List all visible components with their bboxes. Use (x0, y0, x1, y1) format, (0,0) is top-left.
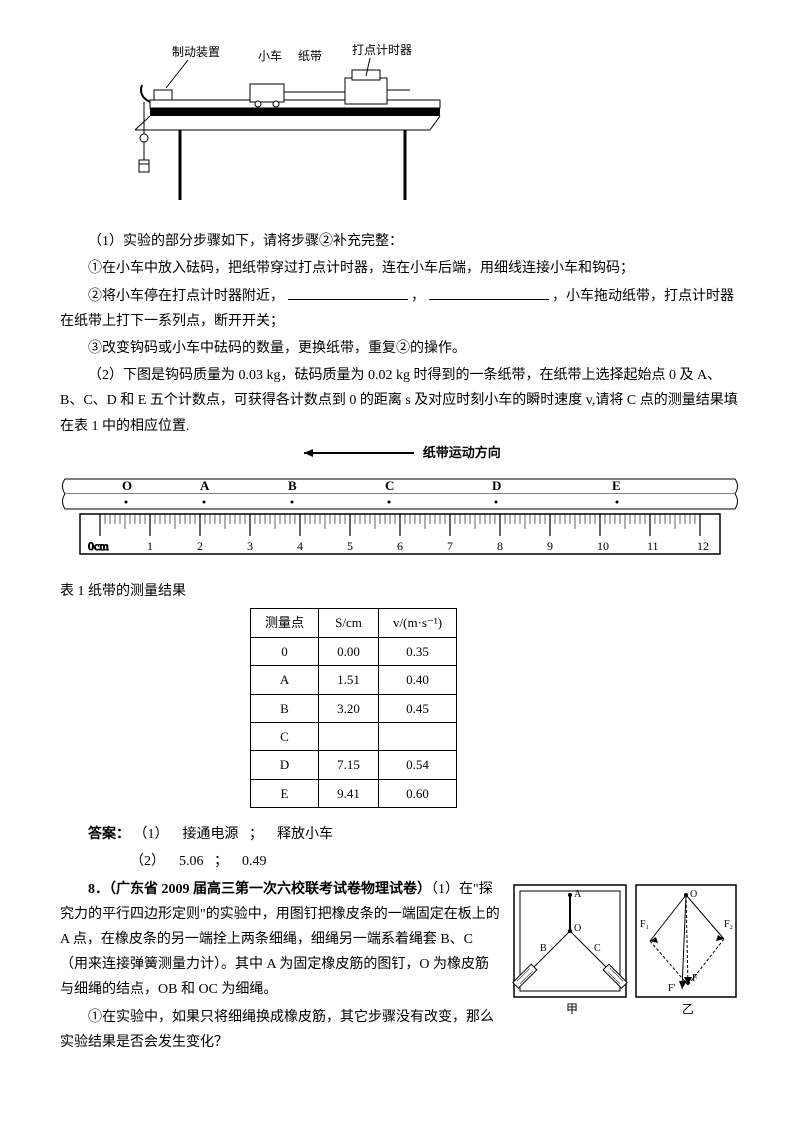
table-cell: 1.51 (319, 666, 379, 694)
q1-step2b: ， (411, 289, 425, 304)
blank-1 (288, 286, 408, 300)
svg-text:O: O (122, 478, 132, 493)
svg-text:F₂: F₂ (724, 919, 733, 930)
table-cell (319, 723, 379, 751)
svg-text:乙: 乙 (682, 1002, 694, 1016)
q8-header: 8．（广东省 2009 届高三第一次六校联考试卷物理试卷） (88, 882, 431, 897)
table-cell: 0.40 (379, 666, 457, 694)
svg-text:F′: F′ (668, 983, 676, 994)
svg-text:F: F (692, 973, 698, 984)
svg-text:B: B (288, 478, 297, 493)
table-row: B3.200.45 (251, 694, 457, 722)
table-cell: A (251, 666, 319, 694)
ans-1d: 释放小车 (277, 827, 333, 842)
th-s: S/cm (319, 609, 379, 637)
svg-text:C: C (594, 943, 601, 954)
q1-intro: （1）实验的部分步骤如下，请将步骤②补充完整： (60, 229, 740, 254)
table-cell: 0.45 (379, 694, 457, 722)
table-cell: 9.41 (319, 779, 379, 807)
svg-text:5: 5 (347, 539, 353, 553)
svg-text:11: 11 (647, 539, 659, 553)
table-cell: E (251, 779, 319, 807)
answer-line-2: （2） 5.06 ； 0.49 (60, 849, 740, 874)
ans-1b: 接通电源 (183, 827, 239, 842)
label-cart: 小车 (258, 48, 282, 63)
table-cell: 0.60 (379, 779, 457, 807)
label-brake: 制动装置 (172, 45, 220, 59)
svg-text:O: O (690, 889, 697, 900)
svg-text:9: 9 (547, 539, 553, 553)
svg-text:B: B (540, 943, 547, 954)
th-point: 测量点 (251, 609, 319, 637)
svg-text:4: 4 (297, 539, 303, 553)
label-timer: 打点计时器 (352, 43, 412, 57)
table-row: 00.000.35 (251, 637, 457, 665)
q2-text: （2）下图是钩码质量为 0.03 kg，砝码质量为 0.02 kg 时得到的一条… (60, 363, 740, 439)
svg-text:1: 1 (147, 539, 153, 553)
answer-line-1: 答案： （1） 接通电源 ； 释放小车 (60, 822, 740, 847)
svg-text:D: D (492, 478, 501, 493)
q1-step3: ③改变钩码或小车中砝码的数量，更换纸带，重复②的操作。 (60, 336, 740, 361)
ans-2c: ； (214, 854, 228, 869)
ans-2b: 5.06 (179, 854, 204, 869)
table-cell: C (251, 723, 319, 751)
blank-2 (429, 286, 549, 300)
q8-figure: A O B C 甲 O (510, 881, 740, 1030)
ans-1c: ； (249, 827, 263, 842)
label-tape: 纸带 (298, 49, 322, 63)
table-row: C (251, 723, 457, 751)
table-row: D7.150.54 (251, 751, 457, 779)
table-cell: 0.54 (379, 751, 457, 779)
tape-direction-label: 纸带运动方向 (60, 441, 740, 464)
q1-step1: ①在小车中放入砝码，把纸带穿过打点计时器，连在小车后端，用细线连接小车和钩码； (60, 256, 740, 281)
svg-text:A: A (574, 889, 582, 900)
table-row: E9.410.60 (251, 779, 457, 807)
table-caption: 表 1 纸带的测量结果 (60, 579, 740, 604)
table-cell: B (251, 694, 319, 722)
table-cell: D (251, 751, 319, 779)
q1-step2: ②将小车停在打点计时器附近， ， ，小车拖动纸带，打点计时器在纸带上打下一系列点… (60, 284, 740, 334)
ans-2d: 0.49 (242, 854, 267, 869)
q8-body: （1）在"探究力的平行四边形定则"的实验中，用图钉把橡皮条的一端固定在板上的 A… (60, 882, 500, 998)
svg-text:7: 7 (447, 539, 453, 553)
answer-label: 答案： (88, 827, 130, 842)
svg-text:3: 3 (247, 539, 253, 553)
svg-text:A: A (200, 478, 210, 493)
experiment-figure: 制动装置 小车 纸带 打点计时器 (130, 30, 450, 209)
svg-text:6: 6 (397, 539, 403, 553)
table-cell: 0.00 (319, 637, 379, 665)
q1-step2a: ②将小车停在打点计时器附近， (88, 289, 284, 304)
table-cell: 0 (251, 637, 319, 665)
svg-text:E: E (612, 478, 621, 493)
ruler-figure: O A B C D E 0cm 123456789101112 (60, 474, 740, 573)
svg-text:0cm: 0cm (88, 539, 109, 553)
table-cell: 0.35 (379, 637, 457, 665)
ans-2a: （2） (130, 854, 165, 869)
tape-direction-text: 纸带运动方向 (423, 445, 501, 460)
svg-text:12: 12 (697, 539, 709, 553)
th-v: v/(m·s⁻¹) (379, 609, 457, 637)
svg-text:F₁: F₁ (640, 919, 649, 930)
ans-1a: （1） (134, 827, 169, 842)
measurement-table: 测量点 S/cm v/(m·s⁻¹) 00.000.35A1.510.40B3.… (250, 608, 457, 808)
svg-text:2: 2 (197, 539, 203, 553)
svg-text:甲: 甲 (566, 1002, 578, 1016)
table-cell: 7.15 (319, 751, 379, 779)
svg-text:10: 10 (597, 539, 609, 553)
table-cell (379, 723, 457, 751)
svg-text:C: C (385, 478, 394, 493)
table-row: A1.510.40 (251, 666, 457, 694)
svg-text:O: O (574, 923, 581, 934)
table-cell: 3.20 (319, 694, 379, 722)
svg-text:8: 8 (497, 539, 503, 553)
